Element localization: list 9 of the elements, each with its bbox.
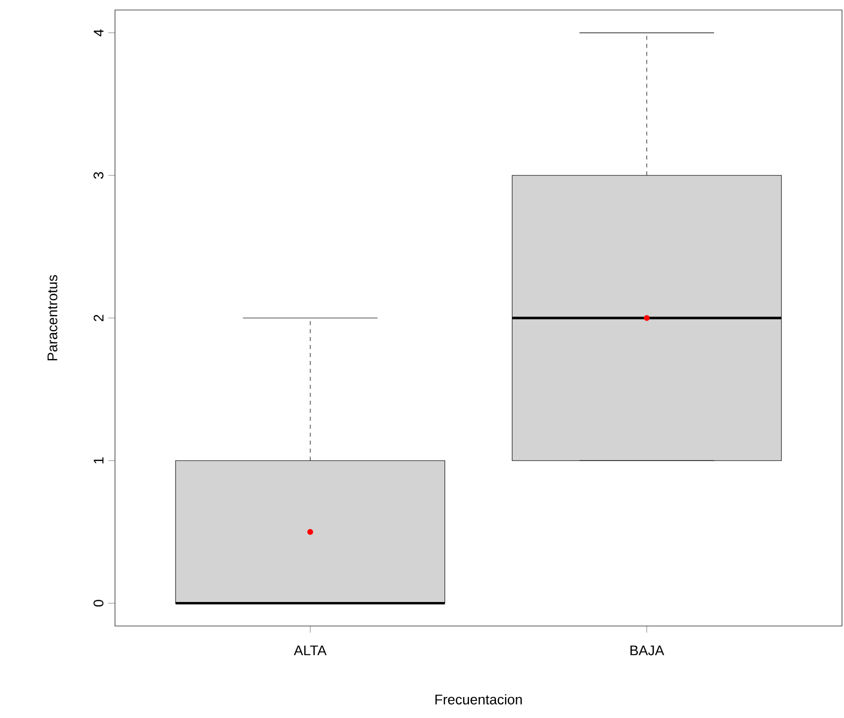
- y-tick-label: 0: [94, 600, 104, 607]
- x-axis-title: Frecuentacion: [435, 694, 522, 704]
- y-tick-label: 1: [94, 457, 104, 464]
- y-tick-label: 2: [94, 314, 104, 322]
- y-tick-label: 4: [94, 29, 104, 36]
- x-tick-label: ALTA: [294, 646, 327, 656]
- x-tick-label: BAJA: [630, 646, 664, 656]
- y-tick-label: 3: [94, 172, 104, 179]
- y-axis-title: Paracentrotus: [48, 275, 58, 360]
